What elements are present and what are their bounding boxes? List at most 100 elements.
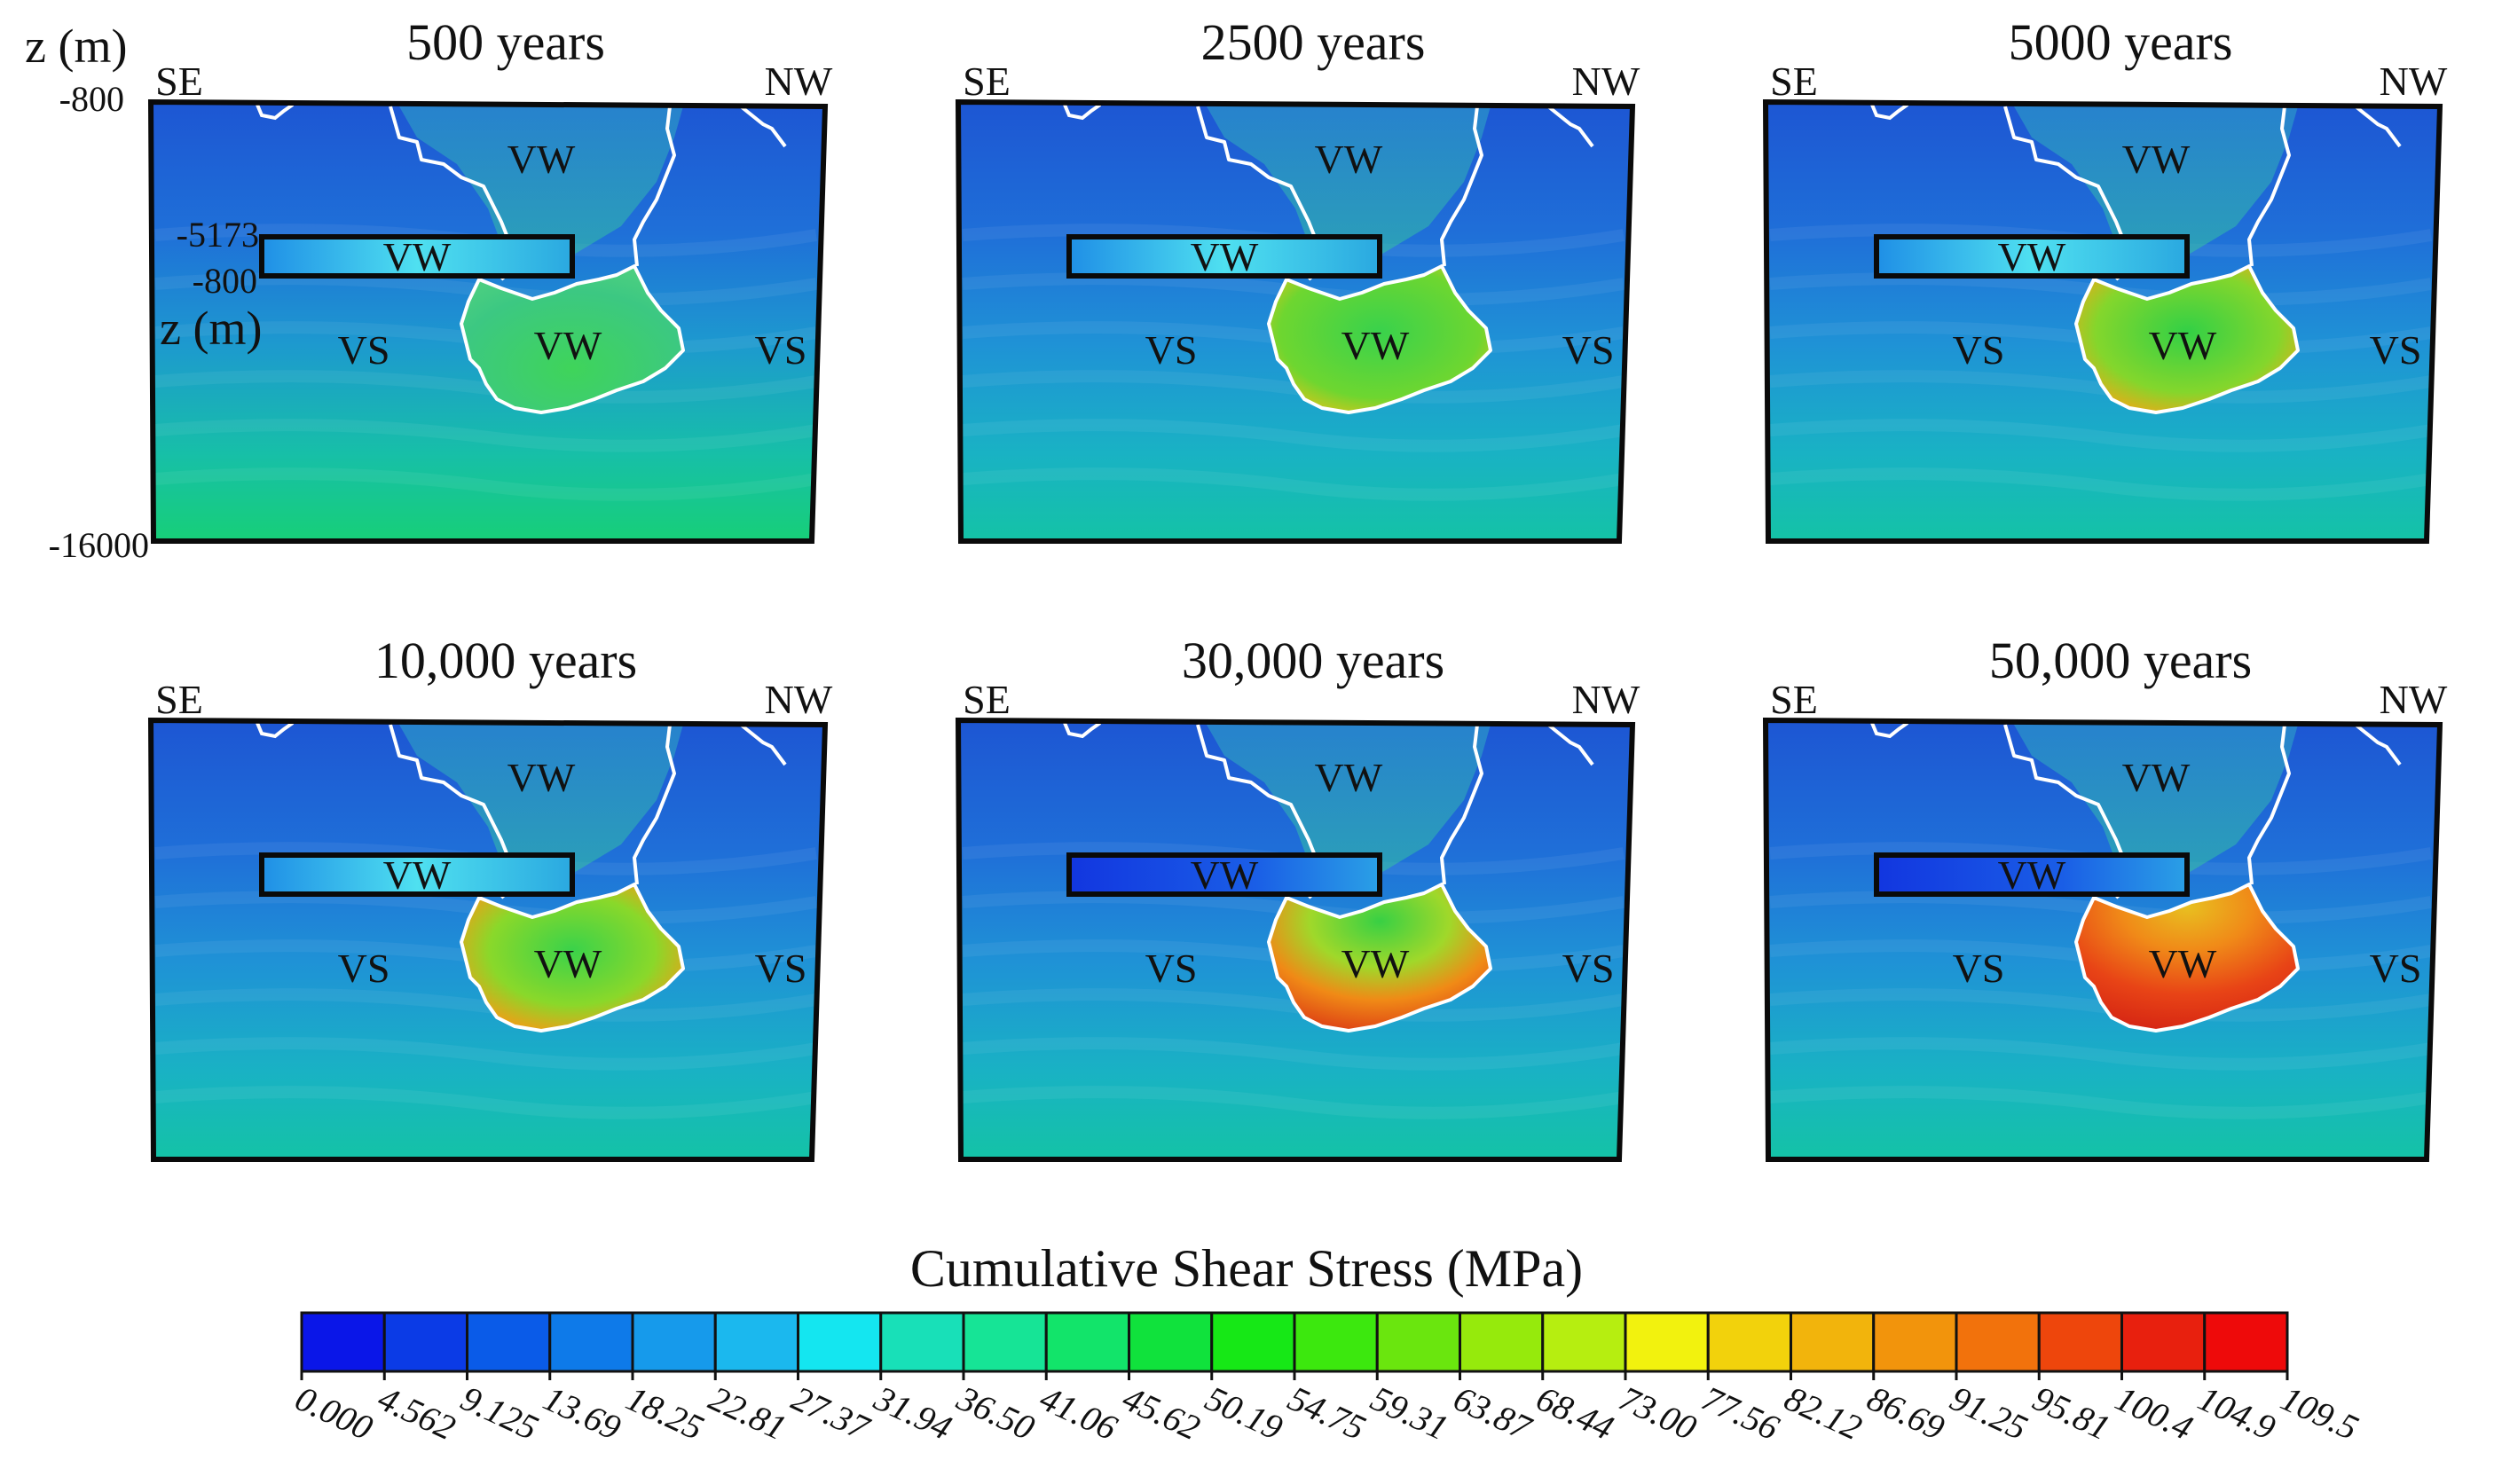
zone-label-upper-vw: VW bbox=[507, 137, 576, 182]
zone-label-inset-vw: VW bbox=[1191, 852, 1259, 898]
panel-frame bbox=[147, 98, 829, 544]
zone-label-vs-left: VS bbox=[338, 946, 390, 991]
colorbar-title: Cumulative Shear Stress (MPa) bbox=[910, 1239, 1583, 1298]
direction-nw: NW bbox=[2380, 677, 2448, 722]
zone-label-inset-vw: VW bbox=[383, 234, 452, 279]
inset-vw-window bbox=[1874, 234, 2190, 279]
colorbar-tick-label: 63.87 bbox=[1448, 1378, 1538, 1449]
panel-title: 30,000 years bbox=[1182, 632, 1444, 689]
surface-boundary-se bbox=[256, 721, 295, 739]
contour-band bbox=[962, 1037, 1625, 1071]
inset-axis-label-z: z (m) bbox=[160, 302, 262, 355]
inset-depth-bottom-label: -800 bbox=[193, 261, 257, 301]
zone-label-lobe-vw: VW bbox=[1341, 941, 1410, 986]
stress-panel: VW VW VW VS VS 2500 years SE NW bbox=[955, 13, 1640, 544]
colorbar-swatch bbox=[879, 1311, 965, 1373]
stress-panel: VW VW VW VS VS 30,000 years SE NW bbox=[955, 632, 1640, 1162]
colorbar-tick-label: 45.62 bbox=[1117, 1378, 1207, 1448]
inset-depth-top-label: -5173 bbox=[177, 215, 259, 255]
zone-label-vs-right: VS bbox=[755, 327, 807, 373]
colorbar-swatch bbox=[713, 1311, 799, 1373]
inset-vw-window bbox=[259, 852, 575, 897]
colorbar-tick-label: 59.31 bbox=[1365, 1378, 1454, 1448]
panel-title: 10,000 years bbox=[374, 632, 637, 689]
colorbar-swatch bbox=[2120, 1311, 2207, 1373]
colorbar-tick-label: 73.00 bbox=[1613, 1378, 1703, 1448]
zone-label-upper-vw: VW bbox=[1315, 137, 1383, 182]
panel-title: 500 years bbox=[406, 13, 605, 71]
vw-boundary-east bbox=[2247, 106, 2291, 267]
zone-label-upper-vw: VW bbox=[2122, 137, 2191, 182]
contour-band bbox=[154, 1037, 818, 1071]
surface-boundary-se bbox=[256, 103, 295, 121]
direction-nw: NW bbox=[765, 59, 833, 104]
direction-se: SE bbox=[1770, 677, 1818, 722]
panel-title: 2500 years bbox=[1201, 13, 1426, 71]
vw-boundary-east bbox=[633, 724, 676, 885]
surface-boundary-nw bbox=[739, 723, 787, 766]
colorbar-swatch bbox=[962, 1311, 1048, 1373]
surface-boundary-se bbox=[1870, 103, 1909, 121]
lower-vw-lobe bbox=[1267, 883, 1492, 1033]
contour-band bbox=[1769, 1037, 2433, 1071]
zone-label-vs-right: VS bbox=[1562, 327, 1615, 373]
colorbar-swatch bbox=[382, 1311, 468, 1373]
zone-label-inset-vw: VW bbox=[1998, 234, 2066, 279]
surface-boundary-se bbox=[1063, 103, 1102, 121]
zone-label-inset-vw: VW bbox=[1191, 234, 1259, 279]
stress-panel: VW VW VW VS VS 5000 years SE NW bbox=[1762, 13, 2448, 544]
colorbar-tick-label: 77.56 bbox=[1695, 1378, 1785, 1448]
colorbar-tick-label: 68.44 bbox=[1530, 1378, 1620, 1448]
inset-vw-window bbox=[259, 234, 575, 279]
colorbar-swatch bbox=[1541, 1311, 1627, 1373]
vw-boundary-east bbox=[1440, 724, 1483, 885]
colorbar-swatch bbox=[797, 1311, 883, 1373]
contour-band bbox=[1769, 467, 2433, 501]
zone-label-lobe-vw: VW bbox=[2149, 323, 2217, 368]
inset-vw-window bbox=[1874, 852, 2190, 897]
inset-vw-window bbox=[1066, 852, 1382, 897]
direction-nw: NW bbox=[765, 677, 833, 722]
zone-label-inset-vw: VW bbox=[1998, 852, 2066, 898]
colorbar-ticks: 0.0004.5629.12513.6918.2522.8127.3731.94… bbox=[289, 1371, 2364, 1449]
colorbar-swatch bbox=[1128, 1311, 1214, 1373]
colorbar-tick-label: 0.000 bbox=[289, 1378, 379, 1448]
depth-bottom-label: -16000 bbox=[49, 525, 149, 565]
colorbar-swatch bbox=[1706, 1311, 1792, 1373]
inset-vw-window bbox=[1066, 234, 1382, 279]
colorbar-swatch bbox=[631, 1311, 717, 1373]
colorbar-tick-label: 18.25 bbox=[620, 1378, 710, 1448]
colorbar-swatches bbox=[300, 1311, 2289, 1373]
vw-boundary-east bbox=[2247, 724, 2291, 885]
contour-band bbox=[962, 1086, 1625, 1119]
direction-se: SE bbox=[155, 677, 203, 722]
colorbar-tick-label: 91.25 bbox=[1944, 1378, 2034, 1448]
zone-label-vs-right: VS bbox=[755, 946, 807, 991]
zone-label-upper-vw: VW bbox=[1315, 755, 1383, 800]
colorbar-swatch bbox=[1210, 1311, 1296, 1373]
zone-label-vs-left: VS bbox=[338, 327, 390, 373]
upper-vw-region bbox=[399, 725, 683, 889]
upper-vw-region bbox=[399, 106, 683, 271]
panel-frame bbox=[955, 98, 1636, 544]
axis-label-z: z (m) bbox=[25, 20, 127, 73]
colorbar-tick-label: 27.37 bbox=[786, 1378, 877, 1449]
lower-vw-lobe bbox=[2074, 883, 2300, 1033]
colorbar-swatch bbox=[1790, 1311, 1876, 1373]
colorbar-tick-label: 22.81 bbox=[703, 1378, 792, 1448]
panel-title: 5000 years bbox=[2009, 13, 2233, 71]
surface-boundary-nw bbox=[1546, 723, 1594, 766]
colorbar-tick-label: 104.9 bbox=[2192, 1378, 2282, 1448]
colorbar: Cumulative Shear Stress (MPa) 0.0004.562… bbox=[289, 1239, 2364, 1449]
zone-label-lobe-vw: VW bbox=[534, 941, 602, 986]
colorbar-tick-label: 109.5 bbox=[2275, 1378, 2364, 1448]
zone-label-inset-vw: VW bbox=[383, 852, 452, 898]
direction-se: SE bbox=[155, 59, 203, 104]
zone-label-vs-left: VS bbox=[1145, 946, 1198, 991]
colorbar-tick-label: 9.125 bbox=[455, 1378, 545, 1448]
direction-se: SE bbox=[963, 677, 1011, 722]
lower-vw-lobe bbox=[460, 883, 685, 1033]
upper-vw-region bbox=[2014, 106, 2298, 271]
direction-nw: NW bbox=[1572, 677, 1640, 722]
